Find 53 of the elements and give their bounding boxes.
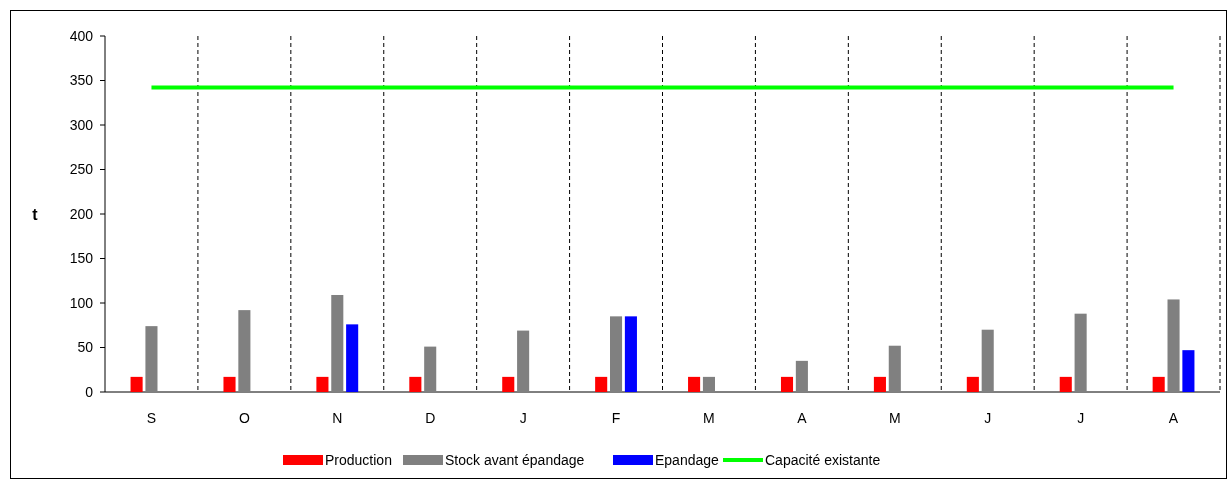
bar [316, 376, 329, 392]
x-tick-label: M [888, 410, 901, 426]
bar [702, 376, 715, 392]
x-tick-label: J [519, 410, 527, 426]
x-tick-label: S [146, 410, 157, 426]
bar [624, 316, 637, 392]
bar [981, 329, 994, 392]
y-tick-label: 250 [69, 161, 94, 178]
y-tick-label: 300 [69, 116, 94, 133]
y-tick-label: 100 [69, 294, 94, 311]
bar [517, 330, 530, 392]
bar [1167, 299, 1180, 392]
bar [223, 376, 236, 392]
bar [238, 310, 251, 392]
y-tick-label: 200 [69, 205, 94, 222]
bar [873, 376, 886, 392]
legend-label: Stock avant épandage [445, 451, 585, 468]
bar [424, 346, 437, 392]
x-tick-label: M [703, 410, 715, 426]
x-tick-label: A [1168, 410, 1179, 426]
x-tick-label: A [797, 410, 808, 426]
bar [888, 345, 901, 392]
legend-label: Epandage [655, 451, 720, 468]
y-tick-label: 350 [69, 72, 94, 89]
y-tick-label: 400 [69, 27, 94, 44]
bar [346, 324, 359, 392]
bar [780, 376, 794, 392]
bar [1059, 376, 1072, 392]
bar [795, 360, 808, 392]
x-tick-label: D [425, 410, 436, 426]
bar [409, 376, 422, 392]
x-tick-label: N [332, 410, 343, 426]
bar [130, 376, 143, 392]
y-axis-title: t [32, 205, 39, 223]
x-tick-label: J [984, 410, 992, 426]
legend-label: Production [325, 451, 392, 468]
bar [610, 316, 623, 392]
bar [331, 294, 344, 392]
bar [1074, 313, 1087, 392]
y-tick-label: 50 [77, 339, 94, 356]
bar [1152, 376, 1165, 392]
bar [688, 376, 701, 392]
bar [966, 376, 979, 392]
bar [1182, 350, 1195, 392]
legend-label: Capacité existante [765, 451, 881, 468]
bar [145, 326, 158, 392]
bar [502, 376, 515, 392]
y-tick-label: 0 [85, 383, 94, 400]
x-tick-label: J [1077, 410, 1085, 426]
bar [595, 376, 608, 392]
y-tick-label: 150 [69, 250, 94, 267]
x-tick-label: O [238, 410, 250, 426]
x-tick-label: F [611, 410, 621, 426]
